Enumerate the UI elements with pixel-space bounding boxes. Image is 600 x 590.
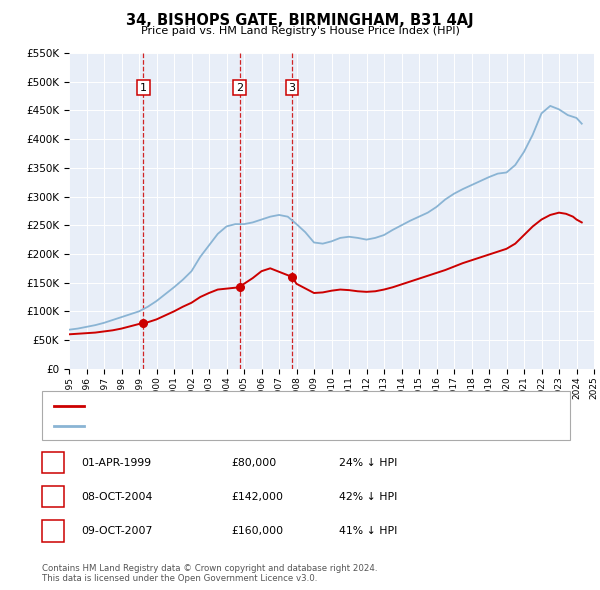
- Text: 42% ↓ HPI: 42% ↓ HPI: [339, 492, 397, 502]
- Text: 1: 1: [140, 83, 147, 93]
- Text: Contains HM Land Registry data © Crown copyright and database right 2024.
This d: Contains HM Land Registry data © Crown c…: [42, 563, 377, 583]
- Text: 1: 1: [49, 458, 56, 467]
- Text: 34, BISHOPS GATE, BIRMINGHAM, B31 4AJ: 34, BISHOPS GATE, BIRMINGHAM, B31 4AJ: [126, 13, 474, 28]
- Text: 34, BISHOPS GATE, BIRMINGHAM, B31 4AJ (detached house): 34, BISHOPS GATE, BIRMINGHAM, B31 4AJ (d…: [90, 401, 390, 411]
- Text: 41% ↓ HPI: 41% ↓ HPI: [339, 526, 397, 536]
- Text: 2: 2: [236, 83, 243, 93]
- Text: 2: 2: [49, 492, 56, 502]
- Text: 3: 3: [289, 83, 296, 93]
- Text: £80,000: £80,000: [231, 458, 276, 467]
- Text: 09-OCT-2007: 09-OCT-2007: [81, 526, 152, 536]
- Text: 01-APR-1999: 01-APR-1999: [81, 458, 151, 467]
- Text: 24% ↓ HPI: 24% ↓ HPI: [339, 458, 397, 467]
- Text: HPI: Average price, detached house, Birmingham: HPI: Average price, detached house, Birm…: [90, 421, 335, 431]
- Text: £160,000: £160,000: [231, 526, 283, 536]
- Text: Price paid vs. HM Land Registry's House Price Index (HPI): Price paid vs. HM Land Registry's House …: [140, 26, 460, 35]
- Text: £142,000: £142,000: [231, 492, 283, 502]
- Text: 3: 3: [49, 526, 56, 536]
- Text: 08-OCT-2004: 08-OCT-2004: [81, 492, 152, 502]
